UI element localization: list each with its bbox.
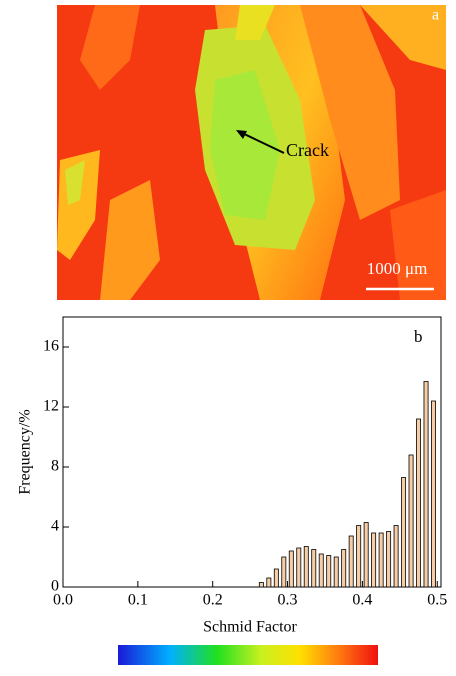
bar [326,555,332,588]
x-tick-label: 0.1 [128,592,148,609]
x-axis-label: Schmid Factor [203,619,297,636]
y-tick-label: 8 [51,458,59,475]
x-tick-label: 0.2 [203,592,223,609]
bar [258,582,264,588]
bar [341,549,347,588]
bar [371,532,377,588]
y-axis-label: Frequency/% [17,409,34,494]
bar [318,553,324,588]
y-tick-label: 12 [43,398,59,415]
bar [356,525,362,588]
bar [416,418,422,588]
bar [431,400,436,588]
bar [288,550,294,588]
bar [401,477,407,588]
bar [348,535,354,588]
panel-label: a [432,7,439,24]
bar [363,522,369,588]
y-tick-label: 4 [51,518,59,535]
bar [393,525,399,588]
y-tick-label: 16 [43,338,59,355]
bar [333,556,339,588]
x-tick-label: 0.4 [352,592,372,609]
bar [281,556,287,588]
colorbar [118,645,378,665]
bar [311,549,317,588]
annotation: Crack [286,140,329,160]
bar [423,381,429,588]
bar [386,531,392,588]
y-tick-label: 0 [51,578,59,595]
bar [408,454,414,588]
x-tick-label: 0.0 [53,592,73,609]
bar [296,547,302,588]
ebsd-map: Crack a 1000 μm [57,5,446,300]
panel-label: b [414,327,423,346]
bar [266,577,272,588]
x-tick-label: 0.5 [427,592,447,609]
bar [303,546,309,588]
plot-frame [62,316,442,588]
scale-bar-label: 1000 μm [367,259,428,278]
bar [273,568,279,588]
x-tick-label: 0.3 [278,592,298,609]
bar [378,532,384,588]
